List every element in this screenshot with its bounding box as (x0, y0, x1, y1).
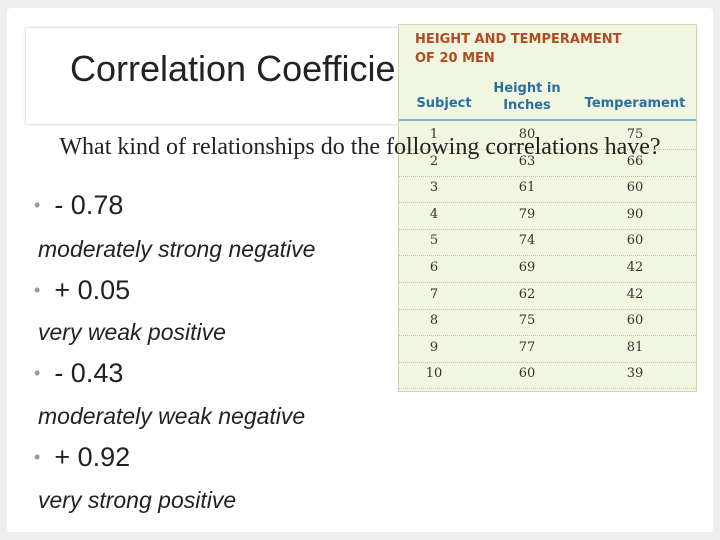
table-title: HEIGHT AND TEMPERAMENT OF 20 MEN (415, 30, 622, 68)
subject-cell: 5 (429, 233, 439, 249)
temperament-cell: 60 (626, 180, 644, 196)
temperament-cell: 42 (626, 286, 644, 302)
subject-cell: 10 (425, 366, 443, 382)
table-row: 5 74 60 (399, 229, 696, 257)
temperament-cell: 66 (626, 153, 644, 169)
table-row: 6 69 42 (399, 256, 696, 283)
table-title-line2: OF 20 MEN (415, 51, 495, 66)
bullet-icon: • (34, 195, 41, 215)
bullet-item: • + 0.05 (34, 275, 130, 306)
answer-text: very strong positive (38, 487, 237, 513)
temperament-cell: 60 (626, 233, 644, 249)
bullet-icon: • (34, 363, 41, 383)
bullet-item: • - 0.43 (34, 358, 123, 389)
subject-cell: 1 (429, 127, 439, 142)
correlation-value: - 0.43 (54, 358, 124, 388)
bullet-item: • - 0.78 (34, 190, 123, 221)
subject-cell: 7 (429, 286, 439, 302)
table-row: 10 60 39 (399, 362, 696, 390)
temperament-cell: 81 (626, 339, 644, 355)
header-subject: Subject (416, 96, 472, 111)
height-cell: 60 (518, 366, 536, 382)
header-height: Height in Inches (487, 80, 567, 114)
temperament-cell: 60 (626, 313, 644, 329)
temperament-cell: 39 (626, 366, 644, 382)
slide-title: Correlation Coefficient (70, 48, 426, 89)
table-row: 9 77 81 (399, 336, 696, 363)
temperament-cell: 42 (626, 260, 644, 275)
header-temperament: Temperament (584, 96, 686, 111)
height-cell: 69 (518, 260, 536, 275)
subject-cell: 9 (429, 339, 439, 355)
data-table-image: HEIGHT AND TEMPERAMENT OF 20 MEN Subject… (398, 24, 697, 392)
subject-cell: 3 (429, 180, 439, 196)
question-text: What kind of relationships do the follow… (59, 134, 661, 160)
table-row: 8 75 60 (399, 309, 696, 337)
bullet-item: • + 0.92 (34, 442, 130, 473)
subject-cell: 2 (429, 153, 439, 169)
bullet-icon: • (34, 447, 41, 467)
answer-text: very weak positive (38, 319, 226, 345)
height-cell: 62 (518, 286, 536, 302)
header-height-line1: Height in (493, 81, 561, 96)
answer-text: moderately weak negative (38, 403, 306, 429)
answer-text: moderately strong negative (38, 236, 316, 262)
height-cell: 74 (518, 233, 536, 249)
table-row: 4 79 90 (399, 203, 696, 230)
height-cell: 79 (518, 206, 536, 222)
correlation-value: + 0.92 (54, 442, 131, 472)
bullet-icon: • (34, 280, 41, 300)
table-row: 7 62 42 (399, 283, 696, 310)
height-cell: 75 (518, 313, 536, 329)
height-cell: 61 (518, 180, 536, 196)
height-cell: 77 (518, 339, 536, 355)
table-row: 1 80 75 (399, 123, 696, 150)
correlation-value: - 0.78 (54, 190, 124, 220)
header-rule (399, 119, 696, 121)
temperament-cell: 75 (626, 127, 644, 142)
table-row: 3 61 60 (399, 176, 696, 204)
height-cell: 63 (518, 153, 536, 169)
subject-cell: 6 (429, 260, 439, 275)
table-row: 2 63 66 (399, 150, 696, 177)
temperament-cell: 90 (626, 206, 644, 222)
correlation-value: + 0.05 (54, 275, 131, 305)
subject-cell: 8 (429, 313, 439, 329)
subject-cell: 4 (429, 206, 439, 222)
header-height-line2: Inches (503, 98, 551, 113)
table-title-line1: HEIGHT AND TEMPERAMENT (415, 32, 622, 47)
height-cell: 80 (518, 127, 536, 142)
